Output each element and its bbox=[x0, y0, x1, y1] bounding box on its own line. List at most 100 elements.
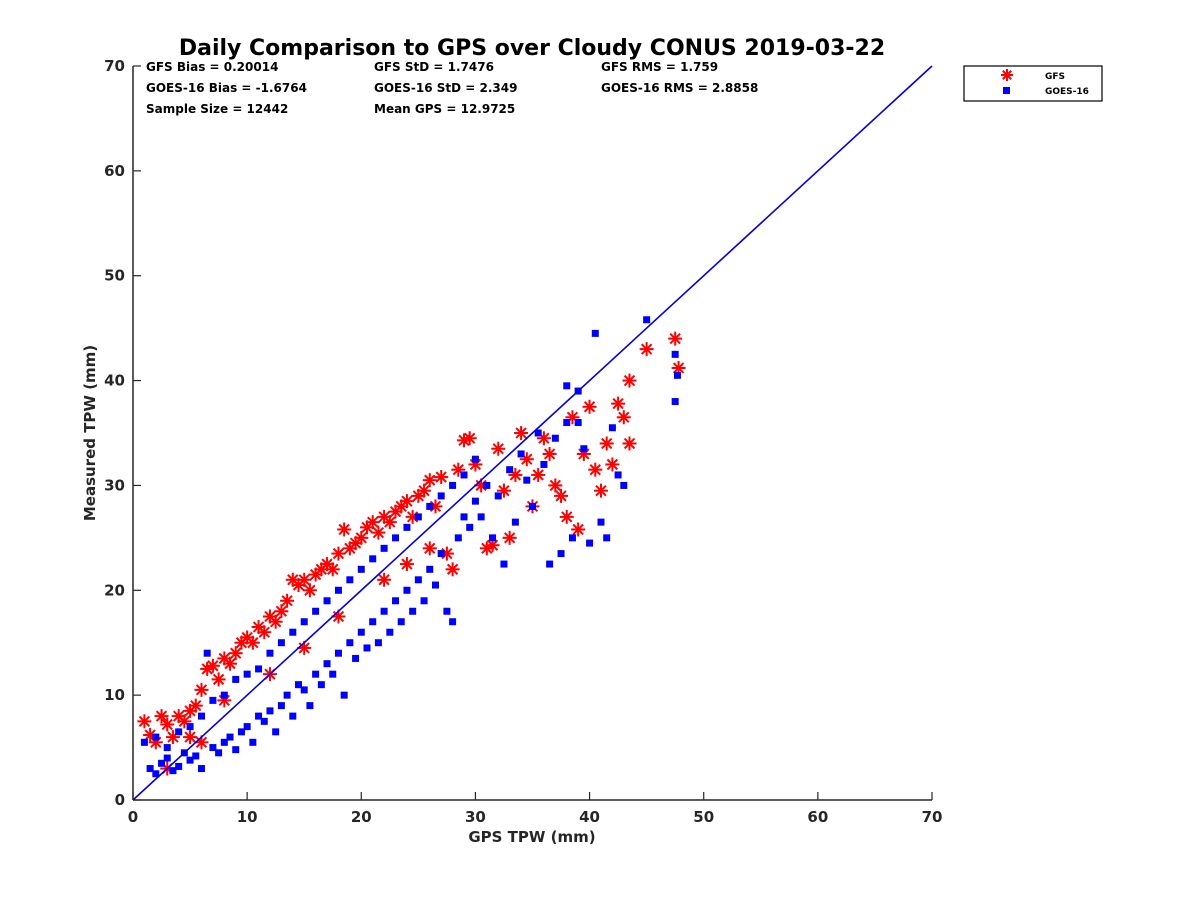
gfs-point bbox=[371, 525, 386, 540]
gfs-point bbox=[399, 557, 414, 572]
goes16-point bbox=[260, 717, 268, 725]
goes16-point bbox=[243, 723, 251, 731]
gfs-point bbox=[491, 441, 506, 456]
goes16-point bbox=[323, 597, 331, 605]
gfs-point bbox=[217, 651, 232, 666]
asterisk-stroke bbox=[155, 710, 168, 722]
goes16-point bbox=[334, 649, 342, 657]
goes16-point bbox=[534, 429, 542, 437]
goes16-point bbox=[272, 728, 280, 736]
goes16-point bbox=[511, 518, 519, 526]
gfs-point bbox=[188, 698, 203, 713]
gfs-point bbox=[571, 522, 586, 537]
goes16-point bbox=[523, 476, 531, 484]
one-to-one-reference-line bbox=[132, 65, 933, 801]
gfs-point bbox=[302, 583, 317, 598]
gfs-point bbox=[422, 541, 437, 556]
gfs-point bbox=[382, 515, 397, 530]
asterisk-stroke bbox=[538, 432, 550, 444]
asterisk-stroke bbox=[509, 469, 522, 481]
goes16-point bbox=[357, 565, 365, 573]
gfs-point bbox=[211, 672, 226, 687]
gfs-point bbox=[611, 396, 626, 411]
chart-title: Daily Comparison to GPS over Cloudy CONU… bbox=[179, 36, 885, 61]
goes16-point bbox=[277, 702, 285, 710]
goes16-point bbox=[431, 581, 439, 589]
goes16-point bbox=[392, 534, 400, 542]
asterisk-stroke bbox=[418, 485, 430, 497]
legend-gfs-marker bbox=[1001, 69, 1013, 81]
goes16-point bbox=[397, 618, 405, 626]
stats-annotations: GFS Bias = 0.20014 GFS StD = 1.7476 GFS … bbox=[146, 60, 758, 116]
asterisk-stroke bbox=[612, 397, 624, 410]
asterisk-stroke bbox=[601, 437, 613, 450]
stat-mean-gps: Mean GPS = 12.9725 bbox=[374, 102, 515, 116]
asterisk-stroke bbox=[327, 563, 339, 575]
asterisk-stroke bbox=[270, 616, 282, 628]
goes16-point bbox=[363, 644, 371, 652]
asterisk-stroke bbox=[589, 464, 601, 476]
gfs-series bbox=[137, 331, 686, 776]
asterisk-stroke bbox=[435, 471, 447, 483]
legend-goes16-marker bbox=[1003, 87, 1010, 94]
gfs-point bbox=[422, 473, 437, 488]
asterisk-stroke bbox=[138, 715, 151, 728]
asterisk-stroke bbox=[321, 558, 333, 570]
goes16-point bbox=[546, 560, 554, 568]
goes16-point bbox=[197, 765, 205, 773]
legend-gfs-asterisk bbox=[1001, 69, 1013, 81]
goes16-point bbox=[163, 754, 171, 762]
y-tick-label: 60 bbox=[104, 162, 125, 180]
asterisk-stroke bbox=[504, 532, 516, 544]
goes16-point bbox=[380, 544, 388, 552]
goes16-point bbox=[369, 618, 377, 626]
gfs-point bbox=[337, 522, 352, 537]
goes16-point bbox=[226, 733, 234, 741]
goes16-point bbox=[551, 434, 559, 442]
goes16-point bbox=[175, 728, 183, 736]
stat-gfs-bias: GFS Bias = 0.20014 bbox=[146, 60, 278, 74]
axes bbox=[132, 65, 933, 801]
x-axis-title: GPS TPW (mm) bbox=[468, 828, 595, 846]
gfs-point bbox=[462, 431, 477, 446]
gfs-point bbox=[297, 572, 312, 587]
goes16-point bbox=[140, 738, 148, 746]
goes16-point bbox=[540, 460, 548, 468]
asterisk-stroke bbox=[218, 652, 230, 665]
goes16-point bbox=[443, 607, 451, 615]
asterisk-stroke bbox=[258, 626, 270, 638]
gfs-point bbox=[588, 462, 603, 477]
goes16-point bbox=[437, 492, 445, 500]
x-tick-label: 50 bbox=[693, 808, 714, 826]
gfs-point bbox=[160, 717, 175, 732]
gfs-point bbox=[559, 509, 574, 524]
asterisk-stroke bbox=[241, 631, 253, 644]
asterisk-stroke bbox=[247, 637, 259, 649]
y-tick-label: 40 bbox=[104, 372, 125, 390]
gfs-point bbox=[593, 483, 608, 498]
asterisk-stroke bbox=[275, 605, 288, 617]
stat-goes16-bias: GOES-16 Bias = -1.6764 bbox=[146, 81, 307, 95]
goes16-point bbox=[614, 471, 622, 479]
goes16-point bbox=[300, 686, 308, 694]
gfs-point bbox=[325, 562, 340, 577]
goes16-point bbox=[340, 691, 348, 699]
x-tick-label: 30 bbox=[465, 808, 486, 826]
goes16-point bbox=[289, 628, 297, 636]
goes16-point bbox=[243, 670, 251, 678]
goes16-point bbox=[449, 618, 457, 626]
gfs-point bbox=[205, 658, 220, 673]
asterisk-stroke bbox=[549, 479, 561, 492]
gfs-point bbox=[223, 656, 238, 671]
asterisk-stroke bbox=[173, 710, 185, 722]
asterisk-stroke bbox=[281, 595, 293, 607]
asterisk-stroke bbox=[230, 647, 242, 659]
gfs-point bbox=[200, 661, 215, 676]
goes16-point bbox=[471, 497, 479, 505]
asterisk-stroke bbox=[161, 718, 173, 731]
goes16-point bbox=[163, 744, 171, 752]
gfs-point bbox=[605, 457, 620, 472]
asterisk-stroke bbox=[401, 495, 413, 507]
gfs-point bbox=[668, 331, 683, 346]
goes16-point bbox=[563, 382, 571, 390]
